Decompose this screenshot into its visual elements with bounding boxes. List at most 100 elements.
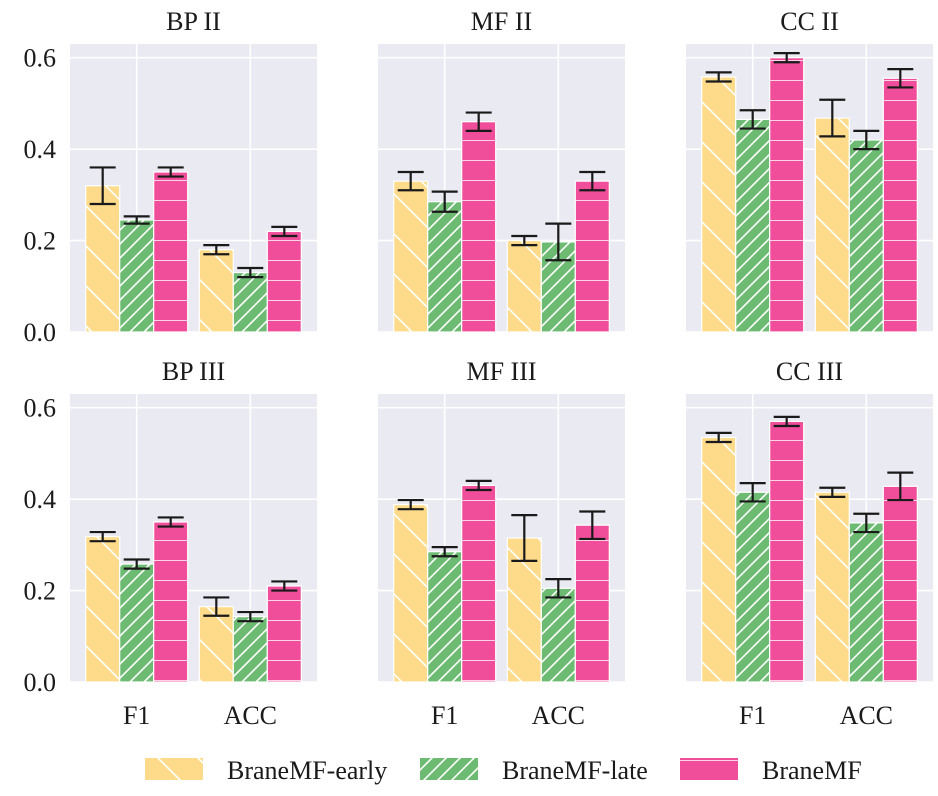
error-bar — [157, 516, 184, 528]
bar-hatch-branemf-early — [199, 606, 234, 682]
y-tick-label: 0.0 — [24, 318, 57, 347]
legend: BraneMF-early BraneMF-late BraneMF — [145, 756, 862, 785]
legend-swatch-hatch — [420, 758, 478, 780]
error-bar — [705, 431, 732, 444]
error-bar — [705, 71, 732, 83]
panel-bp-ii: BP II 0.0 0.2 0.4 0.6 — [24, 7, 317, 347]
error-bar — [511, 514, 538, 562]
bar-hatch-branemf-early — [701, 76, 736, 333]
error-bar — [237, 610, 264, 623]
error-bar — [739, 109, 766, 130]
error-bar — [545, 222, 572, 262]
error-bar — [819, 98, 846, 138]
legend-swatch-hatch — [145, 758, 203, 780]
bar-hatch-branemf — [575, 525, 610, 682]
error-bar — [579, 510, 606, 541]
panel-title: CC II — [780, 7, 839, 36]
error-bar — [887, 471, 914, 502]
bar-hatch-branemf — [769, 421, 804, 682]
bar-hatch-branemf-early — [507, 538, 542, 682]
panel-title: CC III — [776, 357, 843, 386]
y-tick-label: 0.6 — [24, 394, 57, 423]
bar-hatch-branemf-early — [507, 240, 542, 332]
error-bar — [237, 266, 264, 279]
y-tick-label: 0.2 — [24, 577, 57, 606]
bar-hatch-branemf — [883, 78, 918, 333]
error-bar — [773, 415, 800, 428]
error-bar — [123, 215, 150, 225]
panel-title: MF III — [466, 357, 536, 386]
panel-title: BP III — [162, 357, 225, 386]
panel-cc-iii: CC III F1 ACC — [686, 357, 933, 730]
error-bar — [465, 111, 492, 132]
panel-cc-ii: CC II — [686, 7, 933, 333]
y-tick-label: 0.6 — [24, 44, 57, 73]
bar-hatch-branemf-early — [815, 492, 850, 682]
bar-hatch-branemf-late — [119, 564, 154, 682]
error-bar — [397, 498, 424, 511]
bar-hatch-branemf-early — [393, 181, 428, 332]
error-bar — [819, 486, 846, 498]
legend-label: BraneMF — [762, 756, 862, 785]
x-tick-label: ACC — [840, 701, 893, 730]
error-bar — [203, 596, 230, 617]
legend-item: BraneMF-late — [420, 756, 648, 785]
error-bar — [431, 190, 458, 213]
error-bar — [579, 170, 606, 192]
x-tick-label: F1 — [123, 701, 150, 730]
error-bar — [773, 52, 800, 64]
bar-hatch-branemf-early — [701, 437, 736, 682]
bar-hatch-branemf-late — [849, 522, 884, 682]
bar-hatch-branemf-early — [815, 118, 850, 332]
error-bar — [89, 166, 116, 206]
bar-hatch-branemf-late — [119, 220, 154, 332]
error-bar — [397, 170, 424, 192]
error-bar — [545, 578, 572, 599]
bar-hatch-branemf — [461, 485, 496, 682]
error-bar — [853, 512, 880, 534]
legend-item: BraneMF — [680, 756, 862, 785]
panel-mf-iii: MF III F1 ACC — [378, 357, 625, 730]
y-tick-label: 0.0 — [24, 668, 57, 697]
x-tick-label: F1 — [739, 701, 766, 730]
panel-mf-ii: MF II — [378, 7, 625, 333]
bar-hatch-branemf — [461, 121, 496, 332]
bar-hatch-branemf — [267, 231, 302, 332]
bar-hatch-branemf-late — [427, 201, 462, 332]
legend-label: BraneMF-late — [502, 756, 648, 785]
bar-hatch-branemf — [575, 181, 610, 332]
panel-title: BP II — [166, 7, 221, 36]
bar-hatch-branemf-early — [393, 504, 428, 682]
x-tick-label: ACC — [224, 701, 277, 730]
panel-bp-iii: BP III 0.0 0.2 0.4 0.6 F1 ACC — [24, 357, 317, 730]
y-tick-label: 0.4 — [24, 135, 57, 164]
error-bar — [511, 234, 538, 247]
bar-hatch-branemf-late — [849, 140, 884, 332]
bar-hatch-branemf-late — [427, 551, 462, 682]
error-bar — [271, 580, 298, 592]
error-bar — [271, 225, 298, 238]
error-bar — [89, 530, 116, 543]
y-tick-label: 0.2 — [24, 227, 57, 256]
error-bar — [203, 244, 230, 256]
bar-hatch-branemf-late — [735, 119, 770, 332]
bar-hatch-branemf-early — [85, 536, 120, 682]
error-bar — [465, 479, 492, 492]
bar-hatch-branemf-late — [735, 492, 770, 682]
bar-hatch-branemf-late — [233, 272, 268, 332]
x-tick-label: F1 — [431, 701, 458, 730]
bar-hatch-branemf — [267, 586, 302, 682]
error-bar — [157, 166, 184, 178]
bar-hatch-branemf-early — [199, 249, 234, 332]
error-bar — [887, 68, 914, 89]
legend-label: BraneMF-early — [227, 756, 387, 785]
error-bar — [431, 546, 458, 558]
panels-layer: BP II 0.0 0.2 0.4 0.6 MF II CC II BP III 0.0 0.2 0… — [24, 7, 933, 730]
bar-hatch-branemf-early — [85, 185, 120, 332]
bar-hatch-branemf — [769, 57, 804, 332]
legend-swatch-hatch — [680, 758, 738, 780]
bar-hatch-branemf — [153, 172, 188, 332]
bar-hatch-branemf — [153, 522, 188, 682]
bar-hatch-branemf-late — [541, 588, 576, 682]
